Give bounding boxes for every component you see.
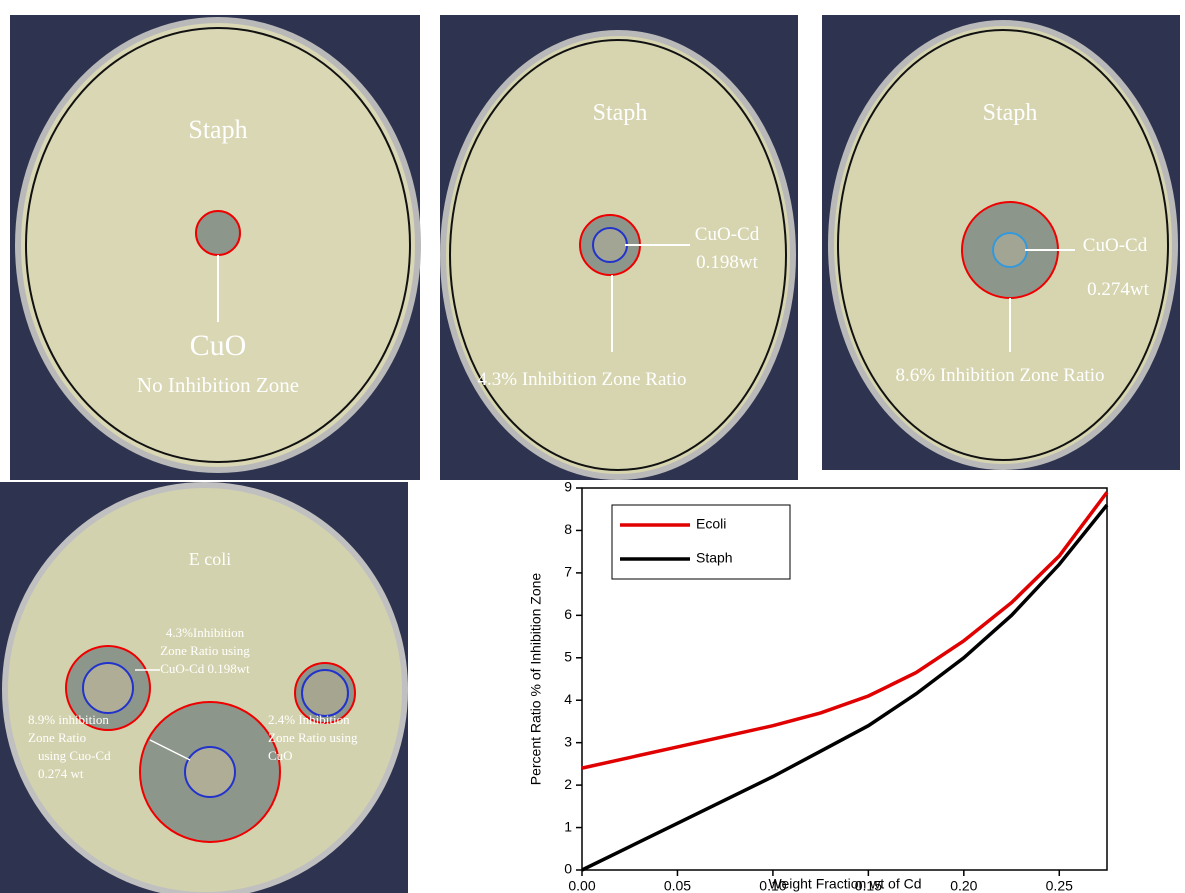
y-tick-label: 3 (564, 733, 572, 749)
legend-box (611, 504, 791, 580)
annotation: Zone Ratio using (160, 643, 250, 658)
annotation: No Inhibition Zone (137, 373, 299, 397)
x-tick-label: 0.25 (1046, 878, 1073, 893)
y-tick-label: 8 (564, 521, 572, 537)
y-tick-label: 7 (564, 564, 572, 580)
annotation: CuO-Cd (695, 224, 760, 245)
annotation: CuO-Cd (1083, 235, 1148, 256)
x-tick-label: 0.15 (855, 878, 882, 893)
annotation: Zone Ratio using (268, 730, 358, 745)
y-tick-label: 4 (564, 691, 572, 707)
y-tick-label: 0 (564, 861, 572, 877)
zone (184, 746, 236, 798)
photo-panel: Staph CuO-Cd 0.274wt 8.6% Inhibition Zon… (822, 15, 1180, 470)
y-tick-label: 1 (564, 818, 572, 834)
dish (2, 482, 408, 893)
annotation: CuO-Cd 0.198wt (160, 661, 250, 676)
photo-title: Staph (983, 100, 1038, 126)
photo-panel: Staph CuO No Inhibition Zone (10, 15, 421, 480)
photo-panel: Staph CuO-Cd 0.198wt 4.3% Inhibition Zon… (440, 15, 798, 480)
annotation: Zone Ratio (28, 730, 86, 745)
pointer (149, 739, 191, 761)
annotation: 8.6% Inhibition Zone Ratio (896, 365, 1105, 386)
photo-panel: E coli 4.3%Inhibition Zone Ratio using C… (0, 482, 408, 893)
x-axis-label: Weight Fraction wt of Cd (768, 876, 921, 892)
y-tick-label: 5 (564, 648, 572, 664)
photo-title: Staph (593, 100, 648, 126)
y-tick-label: 6 (564, 606, 572, 622)
annotation: 4.3% Inhibition Zone Ratio (478, 369, 687, 390)
x-tick-label: 0.20 (950, 878, 977, 893)
annotation: 0.198wt (696, 252, 758, 273)
legend-label: Ecoli (696, 516, 726, 532)
zone (592, 227, 628, 263)
line-series (581, 503, 1109, 872)
x-tick-label: 0.10 (759, 878, 786, 893)
y-tick-label: 2 (564, 776, 572, 792)
annotation: 2.4% Inhibition (268, 712, 350, 727)
x-tick-label: 0.05 (664, 878, 691, 893)
line-series (581, 491, 1109, 770)
photo-title: E coli (189, 549, 232, 569)
zone (301, 669, 349, 717)
x-tick-label: 0.00 (568, 878, 595, 893)
annotation: 0.274 wt (38, 766, 84, 781)
annotation: using Cuo-Cd (38, 748, 111, 763)
zone (195, 210, 241, 256)
y-tick-label: 9 (564, 479, 572, 495)
zone (82, 662, 134, 714)
legend-label: Staph (696, 550, 733, 566)
photo-title: Staph (188, 115, 247, 144)
plot-frame (581, 487, 1108, 871)
dish-rim (449, 39, 787, 471)
annotation: 4.3%Inhibition (166, 625, 245, 640)
annotation: 0.274wt (1087, 279, 1149, 300)
annotation: CuO (190, 329, 247, 362)
zone (992, 232, 1028, 268)
annotation: 8.9% inhibition (28, 712, 109, 727)
dish-rim (837, 29, 1169, 461)
annotation: CuO (268, 748, 293, 763)
dish-rim (25, 27, 411, 463)
y-axis-label: Percent Ratio % of Inhibition Zone (528, 573, 544, 786)
